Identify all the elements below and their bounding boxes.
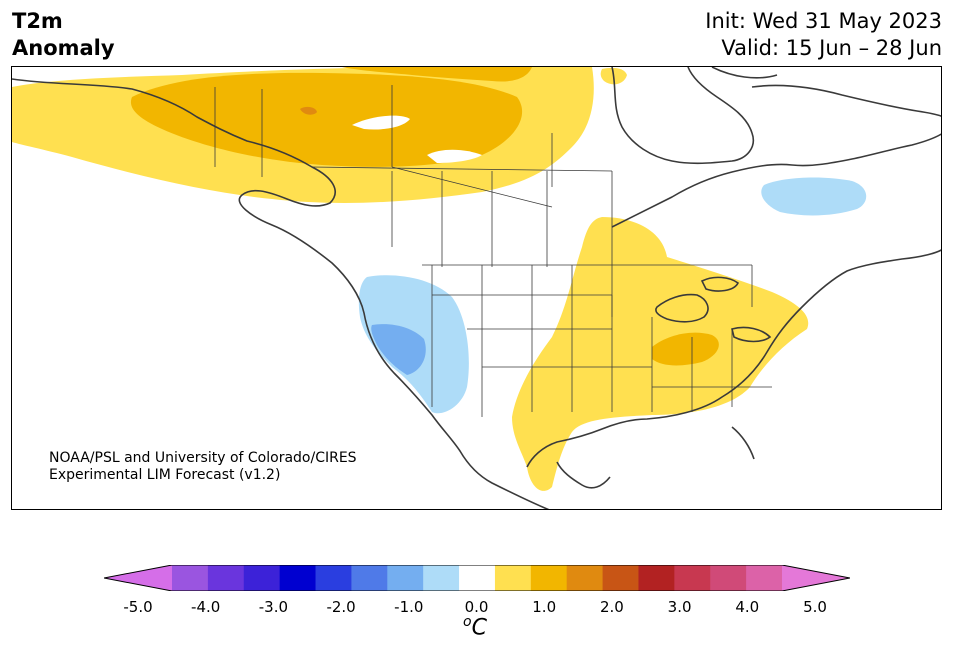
colorbar-tick-label: 4.0 bbox=[735, 598, 760, 616]
credit-line-2: Experimental LIM Forecast (v1.2) bbox=[49, 467, 281, 483]
colorbar-extend-high bbox=[782, 565, 850, 591]
colorbar bbox=[104, 565, 850, 591]
anomaly-region-quebec-cool bbox=[761, 177, 867, 216]
degree-symbol: o bbox=[463, 614, 472, 630]
colorbar-tick-label: 1.0 bbox=[532, 598, 557, 616]
anomaly-region-arctic-gold bbox=[342, 67, 532, 82]
colorbar-cell bbox=[459, 565, 496, 591]
colorbar-cell bbox=[387, 565, 424, 591]
colorbar-cell bbox=[566, 565, 604, 591]
credit-line-1: NOAA/PSL and University of Colorado/CIRE… bbox=[49, 450, 357, 466]
colorbar-cell bbox=[494, 565, 532, 591]
colorbar-cell bbox=[351, 565, 388, 591]
map-canvas bbox=[12, 67, 941, 509]
map-title: T2m Anomaly bbox=[12, 8, 115, 62]
colorbar-cell bbox=[710, 565, 747, 591]
anomaly-map bbox=[11, 66, 942, 510]
lake-cutout-1 bbox=[352, 115, 410, 130]
colorbar-cell bbox=[530, 565, 568, 591]
forecast-dates: Init: Wed 31 May 2023 Valid: 15 Jun – 28… bbox=[705, 8, 942, 62]
colorbar-cell bbox=[423, 565, 460, 591]
credit-text: NOAA/PSL and University of Colorado/CIRE… bbox=[49, 450, 357, 484]
colorbar-cell bbox=[172, 565, 209, 591]
colorbar-tick-label: 0.0 bbox=[464, 598, 489, 616]
colorbar-cell bbox=[243, 565, 281, 591]
anomaly-region-west-cool-core bbox=[371, 324, 426, 375]
colorbar-cell bbox=[746, 565, 783, 591]
colorbar-tick-label: -3.0 bbox=[258, 598, 289, 616]
colorbar-tick-label: -1.0 bbox=[394, 598, 424, 616]
colorbar-cell bbox=[279, 565, 317, 591]
anomaly-region-canada-gold bbox=[130, 72, 523, 167]
colorbar-cell bbox=[315, 565, 352, 591]
init-date: Init: Wed 31 May 2023 bbox=[705, 9, 942, 33]
colorbar-cell bbox=[207, 565, 245, 591]
title-line-anomaly: Anomaly bbox=[12, 36, 115, 60]
valid-range: Valid: 15 Jun – 28 Jun bbox=[721, 36, 942, 60]
lake-cutout-2 bbox=[427, 149, 482, 163]
title-line-variable: T2m bbox=[12, 9, 63, 33]
colorbar-cell bbox=[674, 565, 711, 591]
colorbar-tick-label: 3.0 bbox=[667, 598, 692, 616]
colorbar-tick-label: 2.0 bbox=[599, 598, 624, 616]
colorbar-tick-label: -4.0 bbox=[191, 598, 221, 616]
colorbar-cell bbox=[602, 565, 639, 591]
colorbar-extend-low bbox=[104, 565, 172, 591]
colorbar-tick-label: -2.0 bbox=[326, 598, 356, 616]
colorbar-cells bbox=[104, 565, 850, 591]
colorbar-cell bbox=[638, 565, 675, 591]
unit-letter: C bbox=[471, 615, 487, 641]
coastlines bbox=[12, 67, 941, 509]
anomaly-region-ohio-gold bbox=[652, 332, 719, 366]
colorbar-tick-label: -5.0 bbox=[123, 598, 153, 616]
colorbar-unit-label: oC bbox=[463, 614, 487, 640]
colorbar-tick-label: 5.0 bbox=[803, 598, 827, 616]
political-borders bbox=[214, 85, 772, 417]
anomaly-region-canada-orange bbox=[300, 106, 317, 115]
